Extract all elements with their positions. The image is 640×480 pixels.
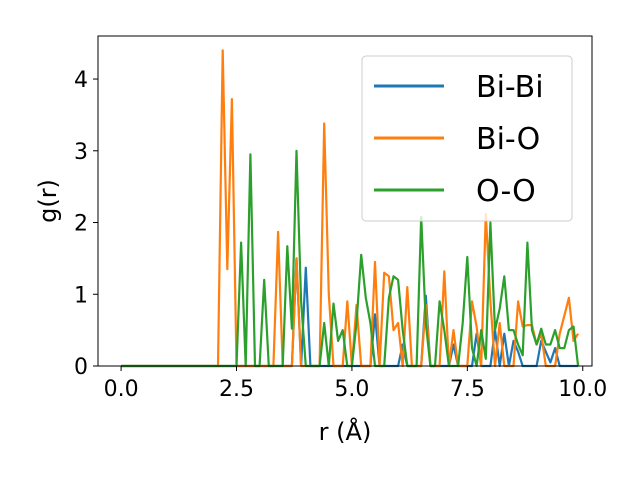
y-tick-label: 0 — [74, 355, 88, 380]
legend: Bi-Bi Bi-O O-O — [361, 55, 573, 222]
x-tick-label: 0.0 — [104, 377, 139, 402]
x-tick-label: 2.5 — [219, 377, 254, 402]
legend-label-bi-bi: Bi-Bi — [476, 70, 544, 105]
legend-box — [361, 55, 573, 222]
y-tick-label: 3 — [74, 140, 88, 165]
y-tick-label: 2 — [74, 212, 88, 237]
x-axis-label: r (Å) — [319, 417, 372, 446]
x-tick-label: 7.5 — [450, 377, 485, 402]
y-tick-label: 1 — [74, 283, 88, 308]
plot-frame — [97, 35, 593, 367]
legend-label-o-o: O-O — [476, 174, 536, 209]
x-tick-label: 5.0 — [334, 377, 369, 402]
y-tick-label: 4 — [74, 68, 88, 93]
x-tick-label: 10.0 — [558, 377, 607, 402]
series-line-bi-bi — [121, 257, 579, 368]
y-axis-label: g(r) — [34, 179, 62, 223]
x-axis: 0.0 2.5 5.0 7.5 10.0 — [104, 366, 607, 402]
y-axis: 0 1 2 3 4 — [74, 68, 98, 380]
legend-label-bi-o: Bi-O — [476, 122, 540, 157]
